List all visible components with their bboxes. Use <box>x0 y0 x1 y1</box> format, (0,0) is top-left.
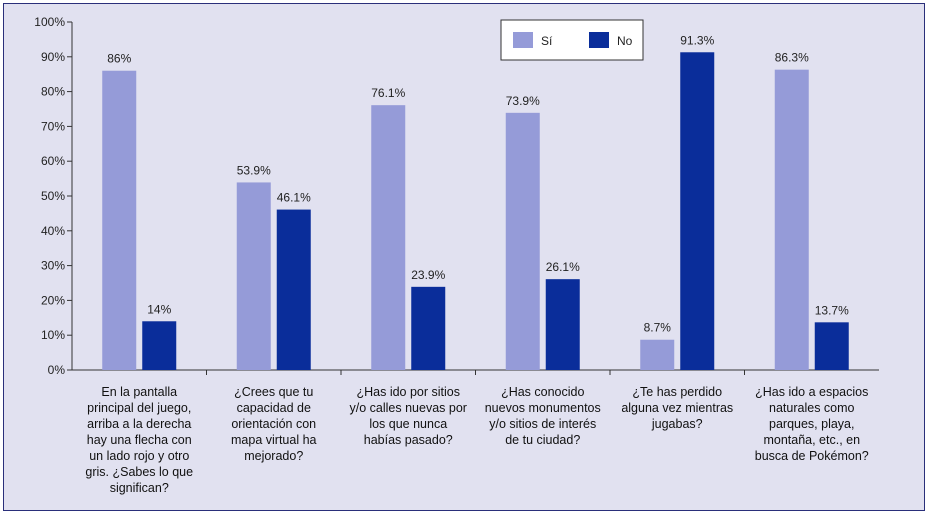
data-label: 73.9% <box>506 94 540 108</box>
bar-chart: 0% 10% 20% 30% 40% 50% 60% 70% 80% 90% 100% 86% 14% 5… <box>34 15 879 377</box>
data-label: 8.7% <box>644 321 672 335</box>
bar-si <box>774 69 809 371</box>
bar-no <box>680 52 715 370</box>
data-label: 86.3% <box>775 51 809 65</box>
data-label: 86% <box>107 52 131 66</box>
y-tick-label: 100% <box>34 15 65 29</box>
y-tick-label: 10% <box>41 328 65 342</box>
data-label: 26.1% <box>546 260 580 274</box>
x-category-label: En la pantalla principal del juego, arri… <box>85 385 194 495</box>
data-label: 14% <box>147 302 171 316</box>
legend-swatch <box>513 32 533 48</box>
x-category-label: ¿Crees que tu capacidad de orientación c… <box>231 385 317 463</box>
bar-si <box>371 105 406 370</box>
bar-si <box>505 112 540 370</box>
x-category-label: ¿Te has perdido alguna vez mientras juga… <box>621 385 734 431</box>
bar-si <box>236 182 271 370</box>
bar-no <box>276 209 311 370</box>
bar-no <box>545 279 580 370</box>
y-tick-label: 30% <box>41 259 65 273</box>
data-label: 76.1% <box>371 86 405 100</box>
y-tick-label: 90% <box>41 50 65 64</box>
data-label: 23.9% <box>411 268 445 282</box>
chart-frame: 0% 10% 20% 30% 40% 50% 60% 70% 80% 90% 100% 86% 14% 5… <box>3 3 925 511</box>
y-tick-label: 80% <box>41 85 65 99</box>
x-category-label: ¿Has conocido nuevos monumentos y/o siti… <box>484 385 601 447</box>
bar-no <box>411 286 446 370</box>
data-label: 53.9% <box>237 163 271 177</box>
legend-label: No <box>617 34 633 48</box>
data-label: 91.3% <box>680 33 714 47</box>
x-category-label: ¿Has ido a espacios naturales como parqu… <box>754 385 869 463</box>
bar-no <box>814 322 849 370</box>
legend-label: Sí <box>541 34 553 48</box>
y-tick-label: 60% <box>41 154 65 168</box>
legend-swatch <box>589 32 609 48</box>
bar-si <box>102 70 137 370</box>
y-tick-label: 50% <box>41 189 65 203</box>
x-category-label: ¿Has ido por sitios y/o calles nuevas po… <box>349 385 467 447</box>
bar-si <box>640 339 675 370</box>
bar-no <box>142 321 177 370</box>
y-tick-label: 70% <box>41 119 65 133</box>
data-label: 46.1% <box>277 191 311 205</box>
y-tick-label: 40% <box>41 224 65 238</box>
y-tick-label: 20% <box>41 293 65 307</box>
data-label: 13.7% <box>815 303 849 317</box>
y-tick-label: 0% <box>48 363 66 377</box>
